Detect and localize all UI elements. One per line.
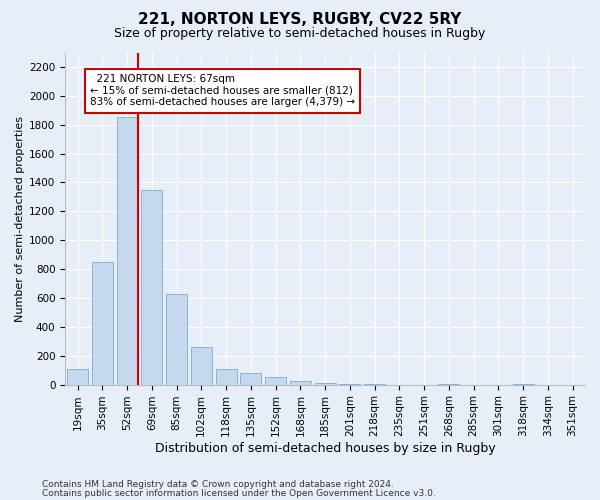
Bar (116, 118, 137, 384)
Bar (92, 262, 113, 384)
Bar (191, 347, 212, 385)
Bar (215, 368, 236, 384)
Bar (141, 190, 163, 384)
Bar (290, 381, 311, 384)
Y-axis label: Number of semi-detached properties: Number of semi-detached properties (15, 116, 25, 322)
Text: Size of property relative to semi-detached houses in Rugby: Size of property relative to semi-detach… (115, 28, 485, 40)
X-axis label: Distribution of semi-detached houses by size in Rugby: Distribution of semi-detached houses by … (155, 442, 496, 455)
Text: Contains HM Land Registry data © Crown copyright and database right 2024.: Contains HM Land Registry data © Crown c… (42, 480, 394, 489)
Text: Contains public sector information licensed under the Open Government Licence v3: Contains public sector information licen… (42, 488, 436, 498)
Bar (166, 294, 187, 384)
Bar (265, 378, 286, 384)
Bar (240, 373, 262, 384)
Text: 221, NORTON LEYS, RUGBY, CV22 5RY: 221, NORTON LEYS, RUGBY, CV22 5RY (139, 12, 461, 28)
Bar (67, 370, 88, 384)
Bar (314, 383, 335, 384)
Text: 221 NORTON LEYS: 67sqm
← 15% of semi-detached houses are smaller (812)
83% of se: 221 NORTON LEYS: 67sqm ← 15% of semi-det… (90, 74, 355, 108)
